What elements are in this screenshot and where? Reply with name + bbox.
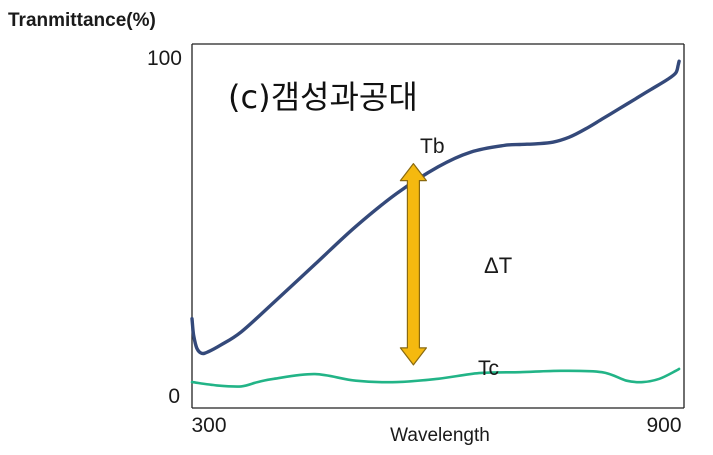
x-axis-label: Wavelength (390, 425, 490, 446)
lower-transmittance-line (190, 367, 681, 388)
annotation-tc: Tc (478, 357, 499, 380)
annotation-delta-t: ΔT (484, 253, 512, 278)
annotation-tb: Tb (420, 135, 445, 158)
upper-transmittance-line (190, 59, 681, 356)
y-tick-label-min: 0 (168, 385, 180, 408)
delta-arrow-group (399, 163, 427, 366)
y-axis-label: Tranmittance(%) (8, 10, 156, 31)
x-tick-label-min: 300 (191, 414, 226, 437)
x-tick-label-max: 900 (646, 414, 681, 437)
chart-title: (c)갬성과공대 (228, 78, 418, 116)
delta-t-double-arrow (399, 163, 427, 366)
series-layer (190, 59, 681, 388)
y-tick-label-max: 100 (147, 47, 182, 70)
